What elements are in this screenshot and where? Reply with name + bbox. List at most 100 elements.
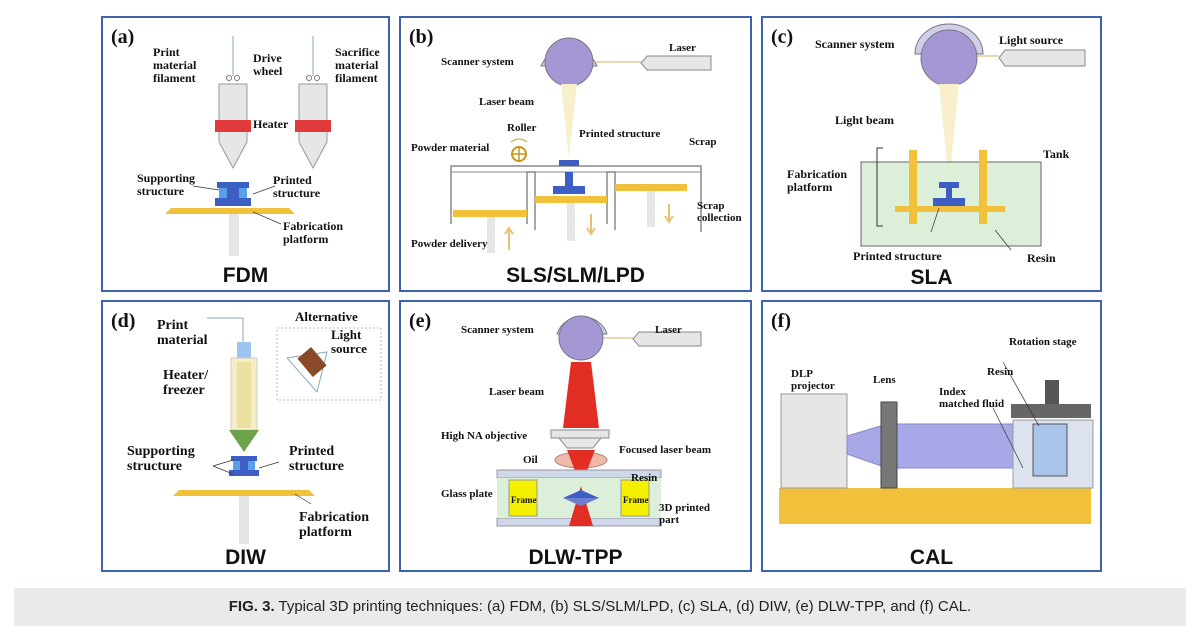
frame-right (620, 479, 650, 517)
figure-caption: FIG. 3. Typical 3D printing techniques: … (14, 598, 1186, 615)
material-reservoir (237, 342, 251, 358)
panel-c-title: SLA (910, 266, 953, 289)
fabrication-platform (895, 206, 1005, 212)
glass-label: Glass plate (441, 488, 493, 500)
powder-material-label: Powder material (411, 142, 490, 154)
printed-structure (559, 160, 579, 166)
scanner-label: Scanner system (441, 56, 514, 68)
nozzle (229, 430, 259, 452)
panel-d-tag: (d) (111, 310, 136, 332)
lens (880, 401, 898, 489)
panel-cal: (f) Rotation stage DLP projector Lens Re… (761, 300, 1102, 572)
scanner-head (558, 315, 604, 361)
heater-label: Heater/ freezer (163, 368, 209, 399)
panel-b-title: SLS/SLM/LPD (506, 264, 645, 287)
light-source (998, 49, 1086, 67)
printed-label: Printed structure (289, 444, 344, 475)
oil-label: Oil (523, 454, 538, 466)
light-beam-label: Light beam (835, 113, 895, 127)
laser-beam (563, 362, 599, 428)
drive-wheel-left (226, 75, 232, 81)
focused-label: Focused laser beam (619, 444, 712, 456)
light-beam (939, 84, 959, 184)
fabrication-platform (165, 208, 295, 214)
panel-f-tag: (f) (771, 310, 791, 332)
light-source-label: Light source (331, 327, 367, 357)
printed-label: Printed structure (273, 173, 321, 201)
build-platform (535, 196, 607, 203)
dlw-illustration (496, 315, 702, 527)
drive-wheel-right (306, 75, 312, 81)
objective-label: High NA objective (441, 430, 528, 442)
frame-left (508, 479, 538, 517)
supporting-label: Supporting structure (127, 444, 195, 475)
printed-structure (240, 460, 248, 472)
alternative-light-source (297, 347, 327, 377)
supporting-label: Supporting structure (137, 171, 196, 199)
panel-diw: (d) Print material Alternative Light sou… (101, 300, 390, 572)
panel-sls: (b) Scanner system Laser Laser beam Roll… (399, 16, 752, 292)
high-na-objective (550, 429, 610, 439)
diw-illustration (173, 317, 382, 544)
laser-label: Laser (655, 324, 682, 336)
printed-part (563, 490, 599, 498)
panel-c-tag: (c) (771, 26, 794, 48)
alternative-box (276, 327, 382, 401)
heater-right (295, 120, 331, 132)
light-source-label: Light source (999, 33, 1064, 47)
base-platform (779, 488, 1091, 524)
rotation-stage-label: Rotation stage (1009, 336, 1077, 348)
tank-label: Tank (1043, 147, 1070, 161)
roller-label: Roller (507, 122, 537, 134)
fabrication-platform (173, 490, 315, 496)
printed-structure-label: Printed structure (853, 249, 942, 263)
index-fluid-label: Index matched fluid (939, 386, 1005, 411)
scrap-collection-label: Scrap collection (697, 200, 742, 225)
fdm-illustration (165, 36, 331, 256)
resin-label: Resin (987, 366, 1014, 378)
sla-illustration (860, 23, 1086, 251)
laser-source (632, 331, 702, 347)
panel-e-tag: (e) (409, 310, 432, 332)
print-material-label: Print material (157, 318, 208, 349)
rotation-stage (1011, 404, 1091, 418)
panel-a-tag: (a) (111, 26, 135, 48)
laser-beam (561, 84, 577, 158)
printed-structure (227, 186, 239, 200)
panel-e-title: DLW-TPP (528, 546, 623, 569)
panel-f-title: CAL (909, 546, 954, 569)
laser-source (640, 55, 712, 71)
panel-fdm: (a) Print material filament Drive wheel … (101, 16, 390, 292)
printed-structure (939, 182, 959, 188)
scanner-label: Scanner system (815, 37, 895, 51)
fabrication-label: Fabrication platform (283, 219, 343, 247)
figure-number: FIG. 3. (228, 598, 275, 615)
resin-label: Resin (631, 472, 658, 484)
laser-label: Laser (669, 42, 696, 54)
fabrication-label: Fabrication platform (299, 510, 369, 541)
light-path (886, 423, 1014, 469)
sacrifice-label: Sacrifice material filament (335, 45, 380, 86)
caption-text: Typical 3D printing techniques: (a) FDM,… (274, 598, 972, 615)
panel-a-title: FDM (222, 264, 269, 287)
panel-d-title: DIW (225, 546, 266, 569)
alternative-label: Alternative (295, 309, 358, 324)
resin-vial (1032, 423, 1068, 477)
laser-beam-label: Laser beam (489, 386, 545, 398)
fabrication-label: Fabrication platform (787, 167, 847, 195)
powder-delivery-label: Powder delivery (411, 238, 488, 250)
resin-label: Resin (1027, 251, 1056, 265)
panel-b-tag: (b) (409, 26, 434, 48)
part-label: 3D printed part (659, 502, 711, 527)
drive-wheel-label: Drive wheel (253, 51, 283, 79)
heater-left (215, 120, 251, 132)
dlp-label: DLP projector (791, 368, 835, 393)
scanner-label: Scanner system (461, 324, 534, 336)
sls-illustration (450, 37, 712, 253)
figure-caption-bar: FIG. 3. Typical 3D printing techniques: … (14, 588, 1186, 626)
cal-illustration (779, 361, 1094, 524)
panel-sla: (c) Scanner system Light source Light be… (761, 16, 1102, 292)
scrap-label: Scrap (689, 136, 717, 148)
frame-right-label: Frame (623, 495, 649, 505)
dlp-projector (780, 393, 848, 489)
